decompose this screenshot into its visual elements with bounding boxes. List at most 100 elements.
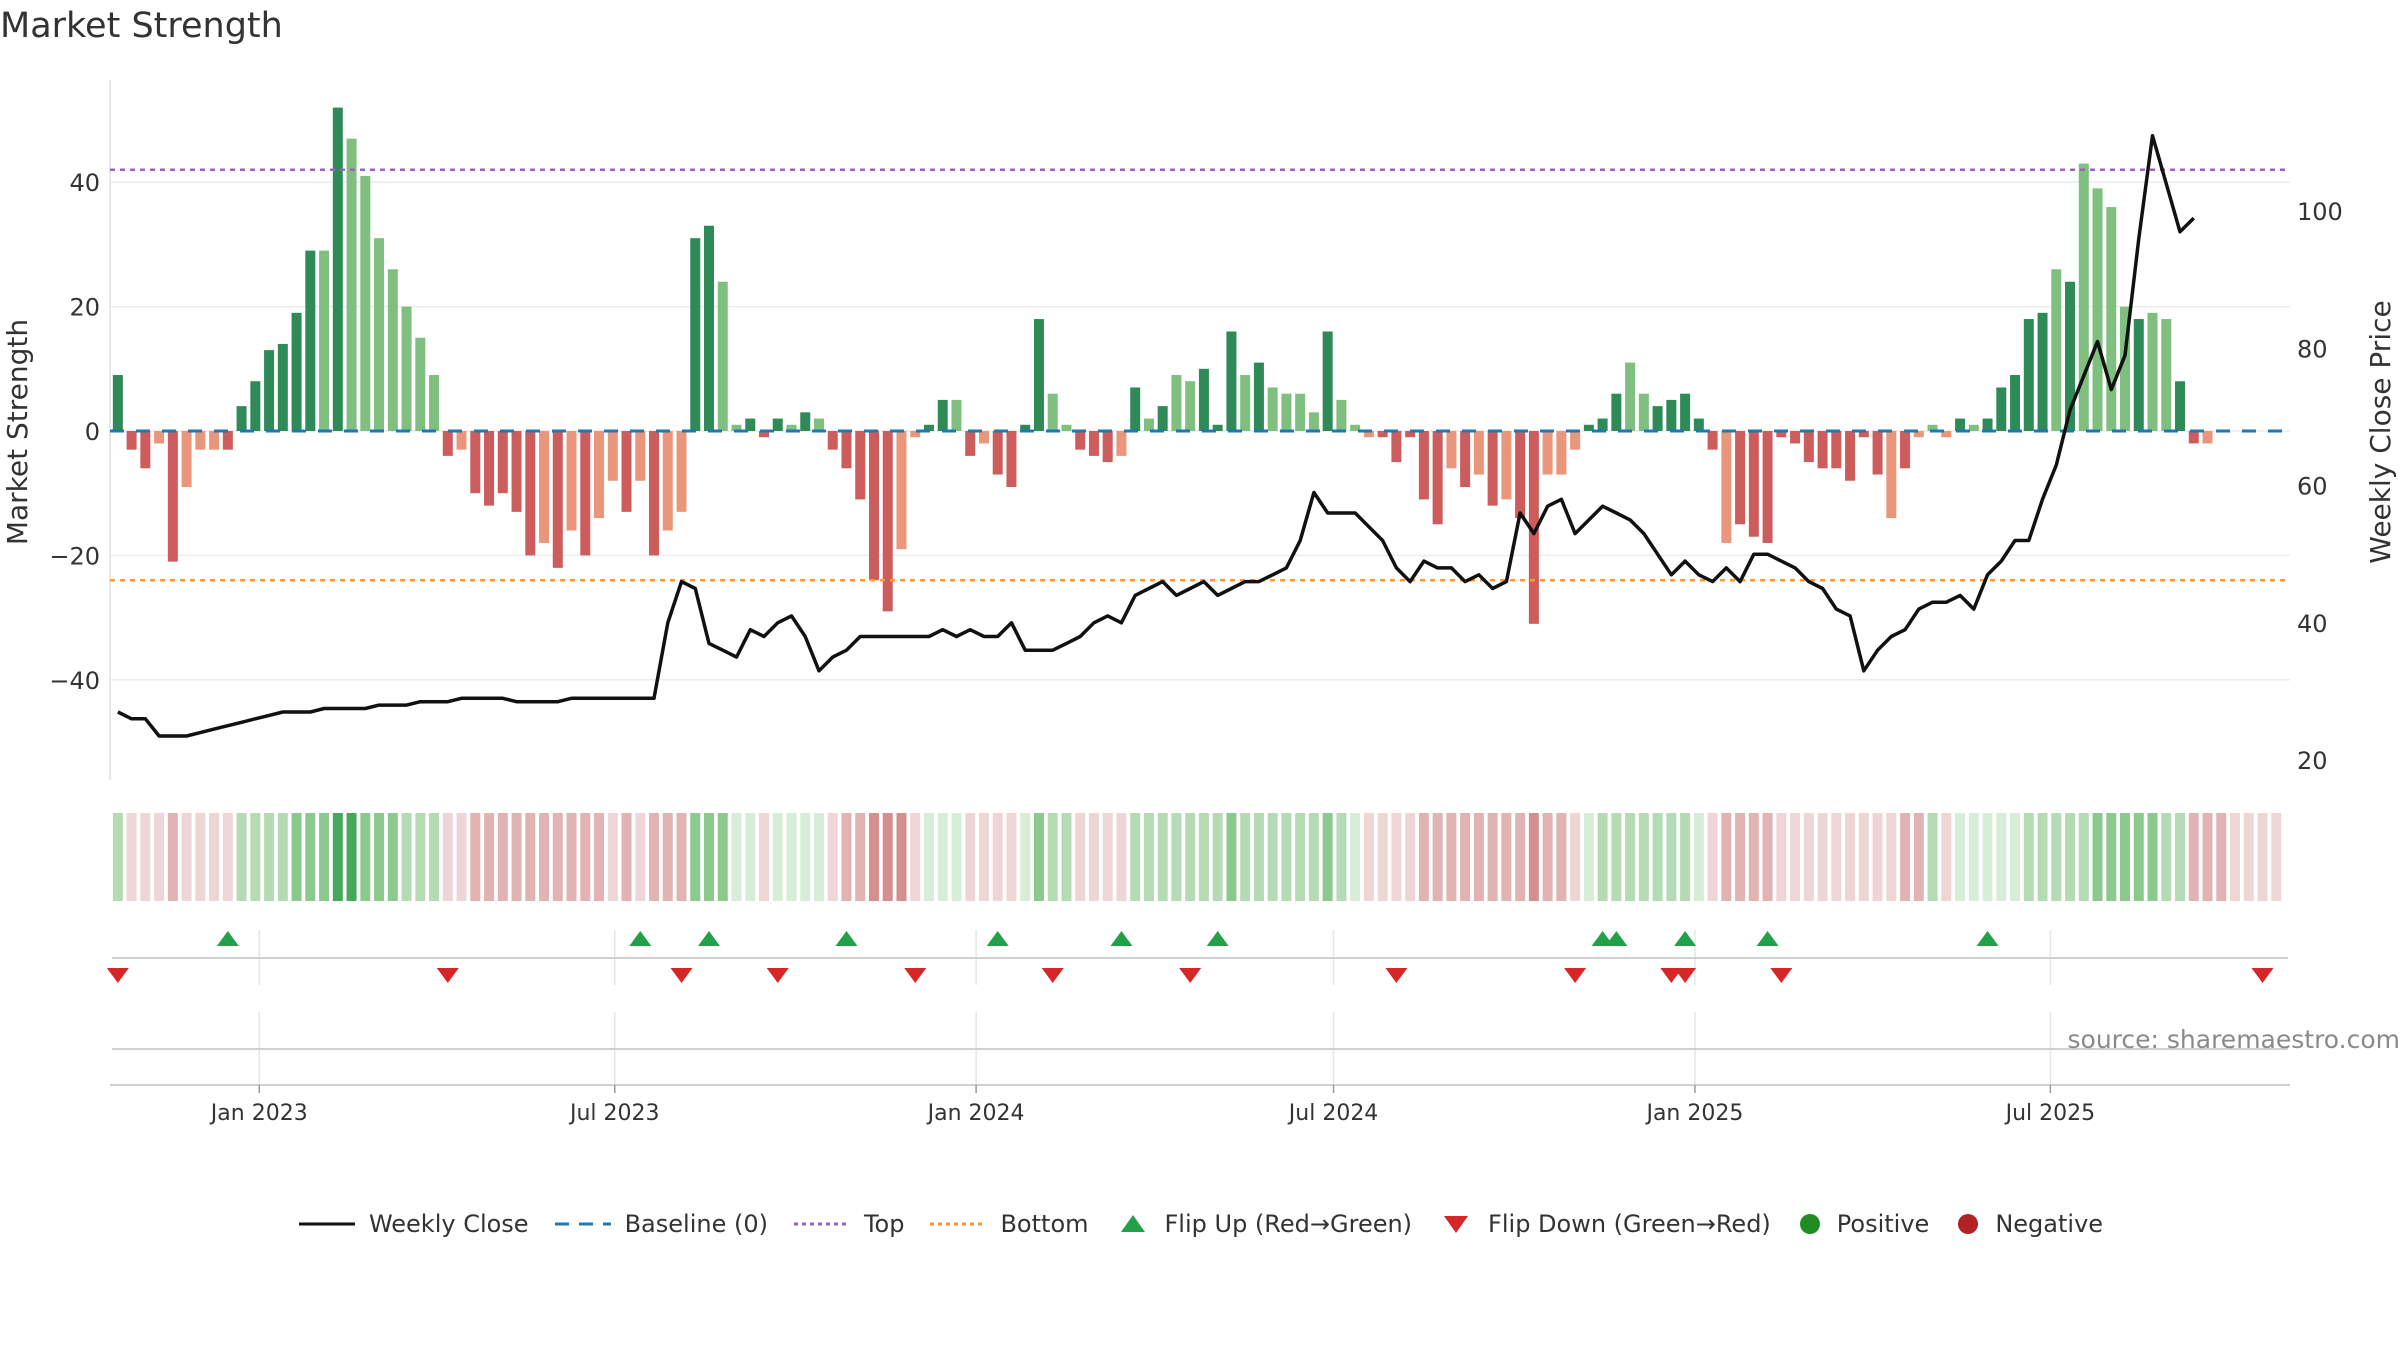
ribbon-cell <box>319 813 330 901</box>
ribbon-cell <box>552 813 563 901</box>
ribbon-cell <box>1075 813 1086 901</box>
legend-item-flip-down[interactable]: Flip Down (Green→Red) <box>1436 1210 1771 1238</box>
bar <box>1927 424 1938 431</box>
bar <box>1418 431 1429 500</box>
bar <box>195 431 206 450</box>
ribbon-cell <box>539 813 550 901</box>
legend-swatch-dot-icon <box>930 1222 987 1226</box>
ribbon-cell <box>1886 813 1897 901</box>
bar <box>2175 381 2186 431</box>
ribbon-cell <box>2078 813 2089 901</box>
ribbon-cell <box>1336 813 1347 901</box>
flip-up-marker <box>216 931 239 946</box>
bar <box>2106 207 2117 431</box>
bar <box>525 431 536 556</box>
ribbon-cell <box>1473 813 1484 901</box>
y-axis-title: Market Strength <box>1 319 34 545</box>
ribbon-cell <box>387 813 398 901</box>
bar <box>140 431 151 469</box>
legend-item-top[interactable]: Top <box>792 1210 904 1238</box>
ribbon-cell <box>1033 813 1044 901</box>
bar <box>2188 431 2199 444</box>
legend-item-flip-up[interactable]: Flip Up (Red→Green) <box>1113 1210 1412 1238</box>
ribbon-cell <box>1377 813 1388 901</box>
ribbon-cell <box>813 813 824 901</box>
bar <box>291 312 302 431</box>
ribbon-cell <box>800 813 811 901</box>
ribbon-cell <box>154 813 165 901</box>
ribbon-cell <box>1446 813 1457 901</box>
bar <box>1597 418 1608 431</box>
bar <box>1198 368 1209 431</box>
ribbon-cell <box>277 813 288 901</box>
bar <box>305 250 316 431</box>
ribbon-cell <box>250 813 261 901</box>
ribbon-cell <box>1171 813 1182 901</box>
bar <box>2065 281 2076 431</box>
bar <box>800 412 811 431</box>
legend-item-bottom[interactable]: Bottom <box>928 1210 1089 1238</box>
legend-item-weekly-close[interactable]: Weekly Close <box>297 1210 529 1238</box>
legend-item-positive[interactable]: Positive <box>1795 1210 1929 1238</box>
ribbon-cell <box>264 813 275 901</box>
flip-up-marker <box>986 931 1009 946</box>
bar <box>181 431 192 487</box>
bar <box>951 399 962 431</box>
ribbon-cell <box>1350 813 1361 901</box>
bar <box>456 431 467 450</box>
ribbon-cell <box>965 813 976 901</box>
ribbon-cell <box>978 813 989 901</box>
bar <box>566 431 577 531</box>
bar <box>1611 393 1622 431</box>
ribbon-cell <box>1542 813 1553 901</box>
ribbon-cell <box>1666 813 1677 901</box>
ribbon-cell <box>566 813 577 901</box>
bar <box>607 431 618 481</box>
ribbon-cell <box>1721 813 1732 901</box>
bar <box>1460 431 1471 487</box>
bar <box>1900 431 1911 469</box>
bar <box>1501 431 1512 500</box>
ribbon-cell <box>1295 813 1306 901</box>
ribbon-cell <box>1625 813 1636 901</box>
bar <box>1322 331 1333 431</box>
ribbon-cell <box>1900 813 1911 901</box>
ribbon-cell <box>1680 813 1691 901</box>
bar <box>1707 431 1718 450</box>
bar <box>1295 393 1306 431</box>
bar <box>1350 424 1361 431</box>
ribbon-cell <box>305 813 316 901</box>
bar <box>1047 393 1058 431</box>
ribbon-cell <box>580 813 591 901</box>
chart-title: Market Strength <box>0 6 283 46</box>
ribbon-cell <box>1556 813 1567 901</box>
bar <box>552 431 563 568</box>
ribbon-cell <box>2023 813 2034 901</box>
ribbon-cell <box>882 813 893 901</box>
ribbon-cell <box>1528 813 1539 901</box>
legend-item-negative[interactable]: Negative <box>1953 1210 2103 1238</box>
ribbon-cell <box>992 813 1003 901</box>
bar <box>401 306 412 431</box>
bar <box>374 238 385 431</box>
bar <box>2147 312 2158 431</box>
ribbon-cell <box>1487 813 1498 901</box>
flip-down-marker <box>2251 968 2274 983</box>
bar <box>429 375 440 431</box>
ribbon-cell <box>195 813 206 901</box>
ribbon-cell <box>2065 813 2076 901</box>
ribbon-cell <box>511 813 522 901</box>
bar <box>2092 188 2103 431</box>
bar <box>1363 431 1374 438</box>
flip-up-marker <box>1206 931 1229 946</box>
ribbon-cell <box>1652 813 1663 901</box>
ribbon-cell <box>1143 813 1154 901</box>
ribbon-cell <box>429 813 440 901</box>
flip-up-marker <box>1756 931 1779 946</box>
bar <box>2023 319 2034 431</box>
bar <box>209 431 220 450</box>
legend-item-baseline[interactable]: Baseline (0) <box>553 1210 768 1238</box>
bar <box>2037 312 2048 431</box>
bar <box>1253 362 1264 431</box>
ribbon-cell <box>1611 813 1622 901</box>
